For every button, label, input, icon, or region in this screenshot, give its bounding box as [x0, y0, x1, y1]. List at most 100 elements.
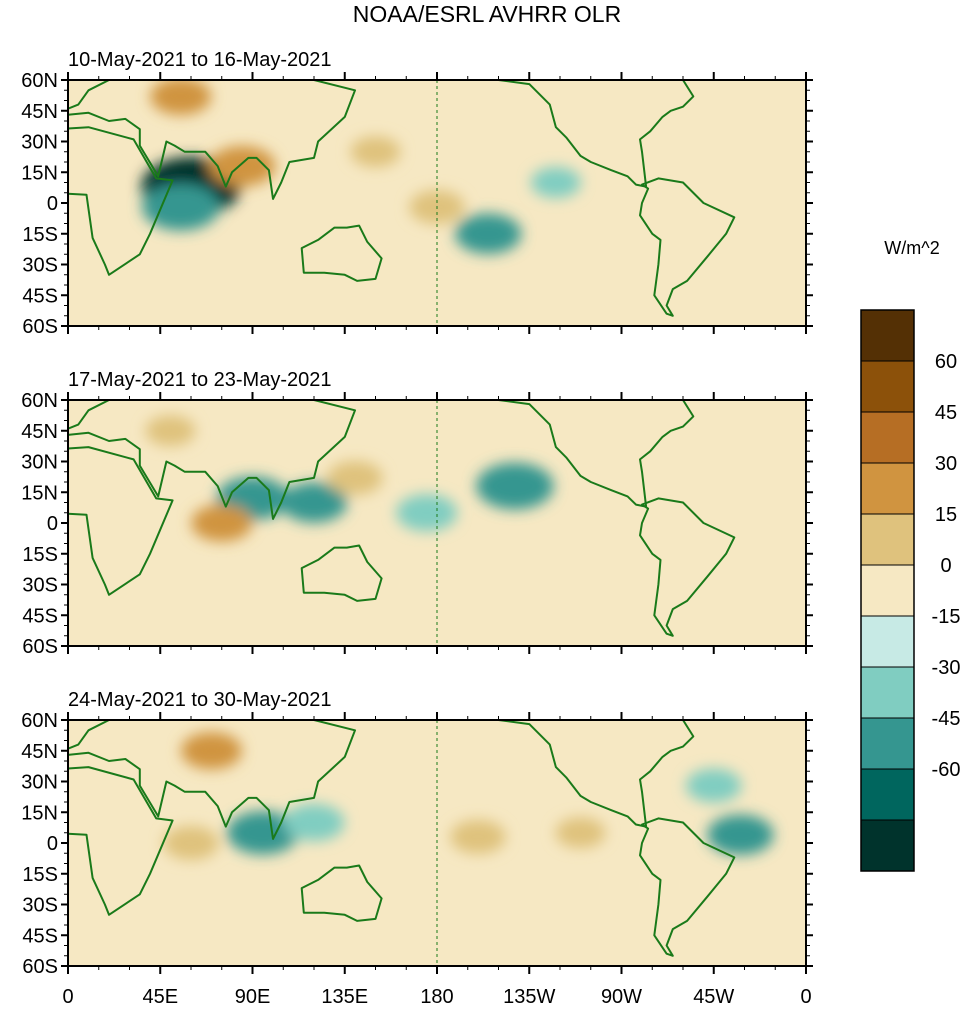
- map-panel: 17-May-2021 to 23-May-2021 60N 45N 30N 15N 0 1…: [21, 369, 813, 658]
- anomaly-mark: [707, 814, 774, 855]
- anomaly-mark: [350, 136, 401, 168]
- y-tick-label: 60N: [21, 70, 58, 92]
- y-tick-label: 15S: [22, 864, 58, 886]
- x-tick-label: 45E: [142, 986, 178, 1008]
- y-tick-label: 60N: [21, 390, 58, 412]
- coastline: [300, 224, 383, 282]
- y-tick-label: 15S: [22, 544, 58, 566]
- colorbar-swatch: [860, 768, 915, 821]
- colorbar-label: -45: [932, 708, 961, 730]
- anomaly-mark: [327, 460, 383, 495]
- anomaly-mark: [530, 167, 581, 198]
- anomaly-mark: [686, 768, 742, 803]
- colorbar-label: -30: [932, 657, 961, 679]
- x-tick-label: 135W: [503, 986, 555, 1008]
- y-tick-label: 60N: [21, 710, 58, 732]
- colorbar-label: 45: [935, 402, 957, 424]
- colorbar-swatch: [860, 513, 915, 566]
- panel-label: 10-May-2021 to 16-May-2021: [68, 49, 331, 71]
- chart-title: NOAA/ESRL AVHRR OLR: [353, 1, 621, 27]
- colorbar-label: 15: [935, 504, 957, 526]
- coastline: [460, 80, 695, 188]
- y-tick-label: 45N: [21, 421, 58, 443]
- coastline: [300, 864, 383, 922]
- colorbar-swatch: [860, 411, 915, 464]
- x-tick-label: 90W: [601, 986, 642, 1008]
- colorbar: W/m^2 60 45 30 15 0 -15 -30 -45 -60: [860, 238, 961, 872]
- coastline: [639, 817, 736, 957]
- y-tick-label: 30S: [22, 575, 58, 597]
- anomaly-mark: [455, 213, 522, 254]
- x-tick-label: 135E: [321, 986, 368, 1008]
- y-tick-label: 15S: [22, 224, 58, 246]
- y-tick-label: 15N: [21, 482, 58, 504]
- anomaly-mark: [283, 803, 345, 842]
- anomaly-mark: [142, 183, 220, 231]
- x-tick-label: 45W: [693, 986, 734, 1008]
- colorbar-frame: [860, 309, 915, 872]
- anomaly-mark: [145, 415, 196, 447]
- y-tick-label: 30N: [21, 452, 58, 474]
- anomaly-mark: [450, 819, 506, 854]
- colorbar-swatch: [860, 666, 915, 719]
- y-tick-label: 15N: [21, 802, 58, 824]
- y-tick-label: 30S: [22, 895, 58, 917]
- y-tick-label: 45S: [22, 925, 58, 947]
- map-panel: 10-May-2021 to 16-May-2021 60N 45N 30N 15N 0 1…: [21, 49, 813, 338]
- x-tick-label: 0: [800, 986, 811, 1008]
- colorbar-swatch: [860, 615, 915, 668]
- coastline: [68, 80, 356, 200]
- colorbar-swatch: [860, 564, 915, 617]
- coastline: [300, 544, 383, 602]
- anomaly-mark: [163, 826, 219, 860]
- colorbar-label: -60: [932, 759, 961, 781]
- anomaly-mark: [476, 462, 554, 510]
- x-tick-label: 90E: [235, 986, 271, 1008]
- y-tick-label: 30N: [21, 772, 58, 794]
- y-tick-label: 45N: [21, 741, 58, 763]
- anomaly-mark: [181, 732, 242, 770]
- colorbar-label: -15: [932, 606, 961, 628]
- anomaly-mark: [555, 817, 606, 849]
- anomaly-mark: [396, 494, 458, 532]
- coastline: [68, 446, 174, 596]
- colorbar-label: 0: [940, 555, 951, 577]
- colorbar-swatch: [860, 717, 915, 770]
- panel-label: 24-May-2021 to 30-May-2021: [68, 689, 331, 711]
- anomaly-mark: [209, 145, 276, 187]
- y-tick-label: 45N: [21, 101, 58, 123]
- colorbar-swatch: [860, 462, 915, 515]
- y-tick-label: 45S: [22, 285, 58, 307]
- coastline: [639, 497, 736, 637]
- colorbar-units: W/m^2: [884, 238, 939, 258]
- y-tick-label: 0: [47, 513, 58, 535]
- colorbar-swatch: [860, 819, 915, 872]
- colorbar-swatch: [860, 360, 915, 413]
- y-tick-label: 30S: [22, 255, 58, 277]
- coastline: [460, 400, 695, 508]
- coastline: [68, 720, 356, 840]
- colorbar-label: 30: [935, 453, 957, 475]
- x-tick-label: 180: [420, 986, 453, 1008]
- y-tick-label: 60S: [22, 636, 58, 658]
- y-tick-label: 60S: [22, 956, 58, 978]
- coastline: [639, 177, 736, 317]
- anomaly-mark: [150, 80, 212, 115]
- y-tick-label: 0: [47, 833, 58, 855]
- y-tick-label: 0: [47, 193, 58, 215]
- map-panel: 24-May-2021 to 30-May-2021 60N 45N 30N 15N 0 1…: [21, 689, 813, 1008]
- coastline: [68, 400, 356, 520]
- y-tick-label: 60S: [22, 316, 58, 338]
- y-tick-label: 30N: [21, 132, 58, 154]
- coastline: [68, 766, 174, 916]
- anomaly-mark: [191, 504, 253, 542]
- colorbar-label: 60: [935, 351, 957, 373]
- y-tick-label: 15N: [21, 162, 58, 184]
- coastline: [460, 720, 695, 828]
- anomaly-mark: [280, 482, 348, 523]
- coastline: [68, 126, 174, 276]
- y-tick-label: 45S: [22, 605, 58, 627]
- panel-label: 17-May-2021 to 23-May-2021: [68, 369, 331, 391]
- map-panels: 10-May-2021 to 16-May-202160N45N30N15N01…: [21, 49, 813, 1008]
